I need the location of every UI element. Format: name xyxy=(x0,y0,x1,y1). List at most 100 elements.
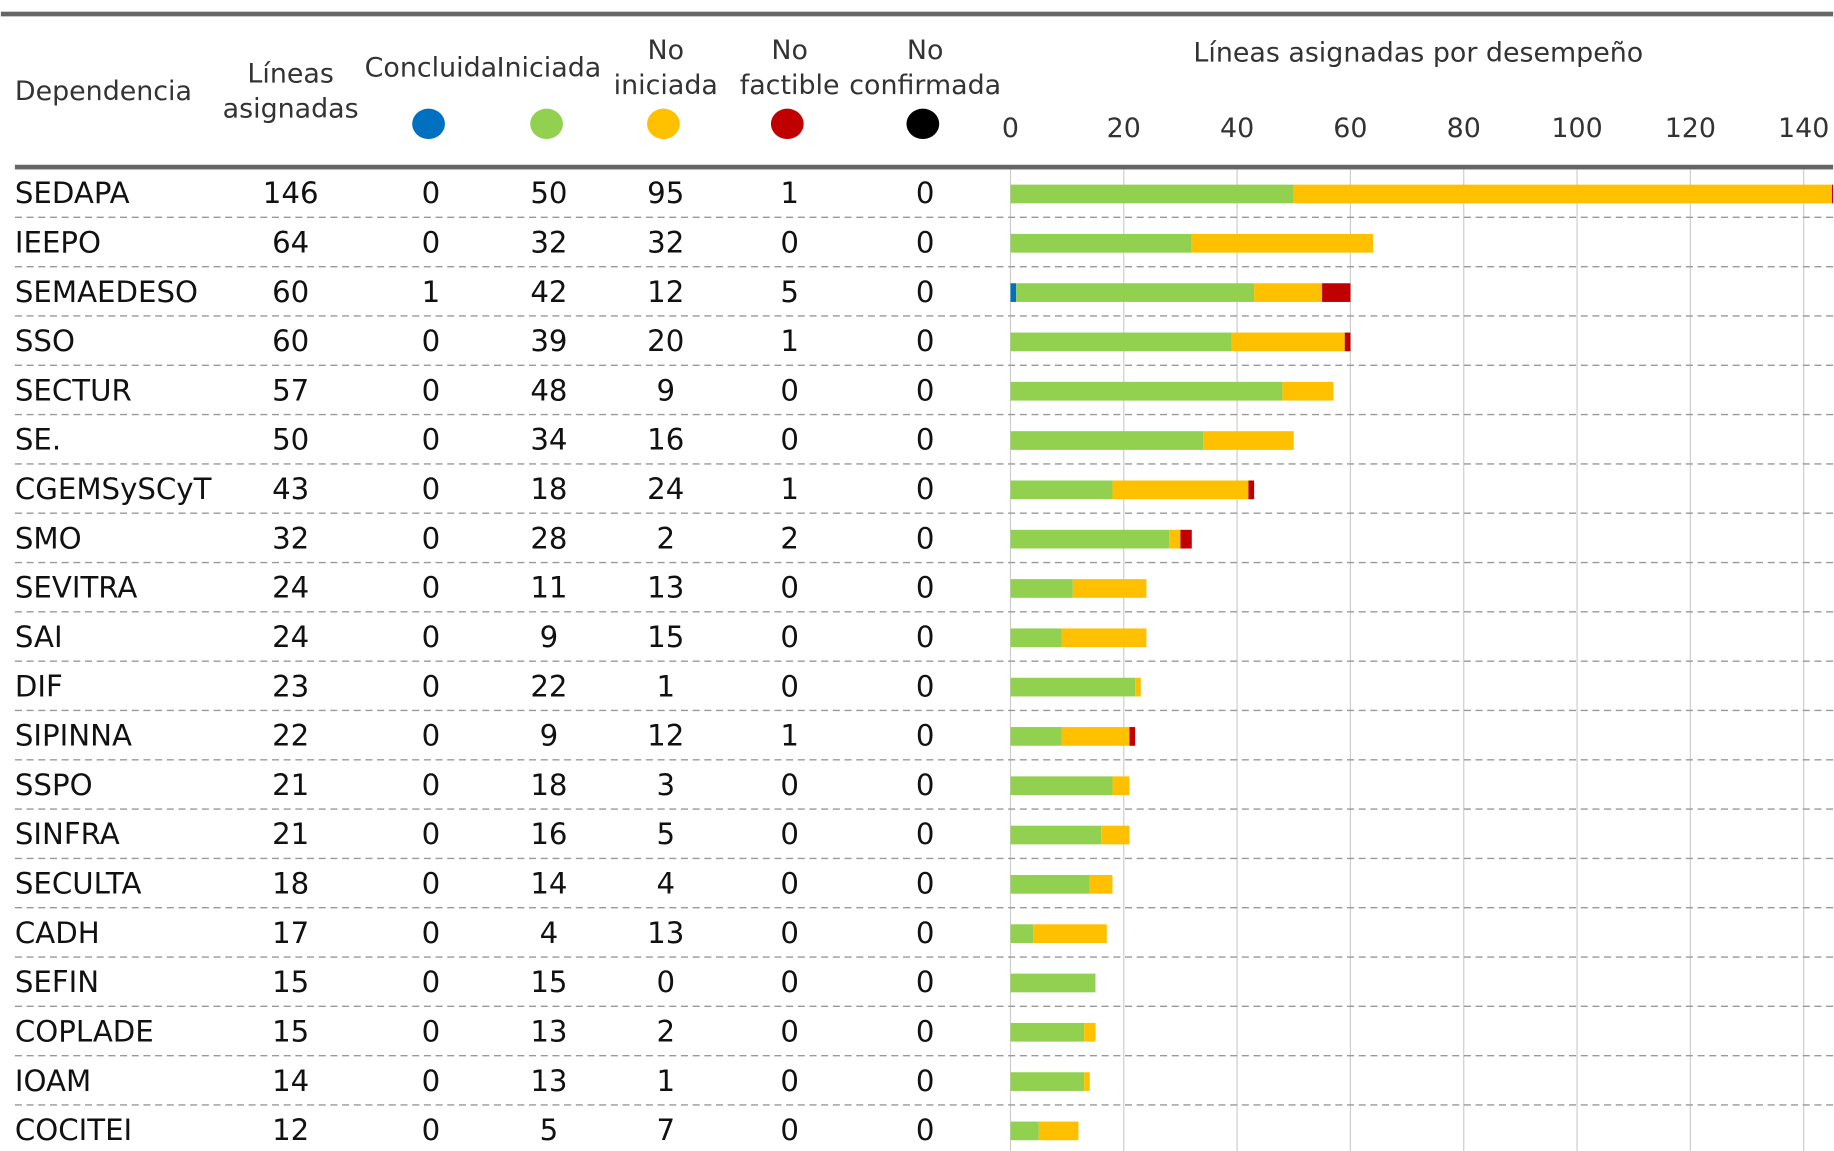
cell-value: 12 xyxy=(647,275,684,309)
cell-value: 0 xyxy=(916,1113,935,1147)
cell-value: 0 xyxy=(422,768,441,802)
x-tick-label: 40 xyxy=(1220,113,1254,144)
cell-value: 0 xyxy=(780,669,799,703)
cell-value: 0 xyxy=(916,225,935,259)
cell-value: 9 xyxy=(656,373,675,407)
cell-value: 0 xyxy=(916,620,935,654)
header-rule xyxy=(14,164,1834,170)
cell-value: 0 xyxy=(916,324,935,358)
bar-segment xyxy=(1010,283,1017,302)
column-header: iniciada xyxy=(614,70,718,101)
bar-segment xyxy=(1010,1121,1039,1141)
x-tick-label: 0 xyxy=(1002,113,1019,144)
bar-segment xyxy=(1191,233,1374,253)
cell-value: 5 xyxy=(540,1113,559,1147)
cell-value: 4 xyxy=(656,867,675,901)
column-header: factible xyxy=(740,70,840,101)
cell-value: 57 xyxy=(272,373,309,407)
cell-value: 0 xyxy=(916,521,935,555)
cell-value: 0 xyxy=(916,571,935,605)
cell-value: 60 xyxy=(272,275,309,309)
bar-segment xyxy=(1038,1121,1079,1141)
bar-segment xyxy=(1010,529,1170,549)
x-tick-label: 60 xyxy=(1333,113,1367,144)
cell-value: 15 xyxy=(272,1014,309,1048)
column-header: Dependencia xyxy=(15,76,192,107)
cell-value: 0 xyxy=(422,521,441,555)
cell-value: 0 xyxy=(780,571,799,605)
cell-value: 3 xyxy=(656,768,675,802)
bar-segment xyxy=(1203,431,1294,450)
x-tick-label: 100 xyxy=(1551,113,1602,144)
bar-segment xyxy=(1010,973,1096,993)
cell-value: 0 xyxy=(422,225,441,259)
cell-value: 0 xyxy=(916,867,935,901)
row-name: CADH xyxy=(15,916,100,950)
column-header: confirmada xyxy=(849,70,1001,101)
cell-value: 22 xyxy=(272,719,309,753)
cell-value: 0 xyxy=(916,916,935,950)
chart-title: Líneas asignadas por desempeño xyxy=(1193,37,1643,68)
cell-value: 16 xyxy=(530,817,567,851)
cell-value: 0 xyxy=(916,1014,935,1048)
row-name: COCITEI xyxy=(15,1113,132,1147)
cell-value: 0 xyxy=(422,1113,441,1147)
cell-value: 0 xyxy=(916,669,935,703)
cell-value: 1 xyxy=(656,1064,675,1098)
cell-value: 0 xyxy=(780,225,799,259)
row-name: SSPO xyxy=(15,768,93,802)
cell-value: 0 xyxy=(916,472,935,506)
bar-segment xyxy=(1129,727,1136,746)
bar-segment xyxy=(1010,1072,1085,1091)
bar-segment xyxy=(1016,283,1255,302)
cell-value: 0 xyxy=(780,768,799,802)
row-name: COPLADE xyxy=(15,1014,154,1048)
x-tick-label: 120 xyxy=(1665,113,1716,144)
cell-value: 50 xyxy=(272,423,309,457)
bar-segment xyxy=(1112,776,1130,796)
cell-value: 24 xyxy=(272,620,309,654)
bar-segment xyxy=(1135,677,1141,697)
bar-segment xyxy=(1010,776,1113,796)
x-tick-label: 20 xyxy=(1107,113,1141,144)
cell-value: 24 xyxy=(272,571,309,605)
cell-value: 13 xyxy=(530,1064,567,1098)
cell-value: 0 xyxy=(916,373,935,407)
bar-segment xyxy=(1010,1022,1085,1042)
cell-value: 0 xyxy=(422,867,441,901)
cell-value: 32 xyxy=(647,225,684,259)
legend-dot xyxy=(647,108,680,140)
cell-value: 42 xyxy=(530,275,567,309)
bar-segment xyxy=(1010,825,1102,845)
bar-segment xyxy=(1293,184,1832,204)
legend-dot xyxy=(770,108,804,140)
column-header: No xyxy=(907,35,944,66)
cell-value: 2 xyxy=(780,521,799,555)
column-header: No xyxy=(771,35,808,66)
bar-segment xyxy=(1010,480,1113,500)
bar-segment xyxy=(1010,579,1073,598)
legend-dot xyxy=(412,108,445,140)
cell-value: 0 xyxy=(780,1113,799,1147)
cell-value: 32 xyxy=(272,521,309,555)
cell-value: 14 xyxy=(272,1064,309,1098)
cell-value: 0 xyxy=(422,1064,441,1098)
cell-value: 5 xyxy=(656,817,675,851)
bar-segment xyxy=(1282,381,1334,401)
bar-segment xyxy=(1169,529,1181,549)
row-name: SAI xyxy=(15,620,63,654)
bar-segment xyxy=(1033,924,1107,944)
top-rule xyxy=(0,11,1834,17)
bar-segment xyxy=(1248,480,1255,500)
row-name: SECULTA xyxy=(15,867,142,901)
row-name: CGEMSySCyT xyxy=(15,472,212,506)
cell-value: 28 xyxy=(530,521,567,555)
column-header: asignadas xyxy=(223,93,359,124)
cell-value: 32 xyxy=(530,225,567,259)
cell-value: 0 xyxy=(916,1064,935,1098)
bar-segment xyxy=(1231,332,1345,352)
cell-value: 0 xyxy=(780,867,799,901)
bar-segment xyxy=(1010,874,1090,894)
bar-segment xyxy=(1010,381,1283,401)
